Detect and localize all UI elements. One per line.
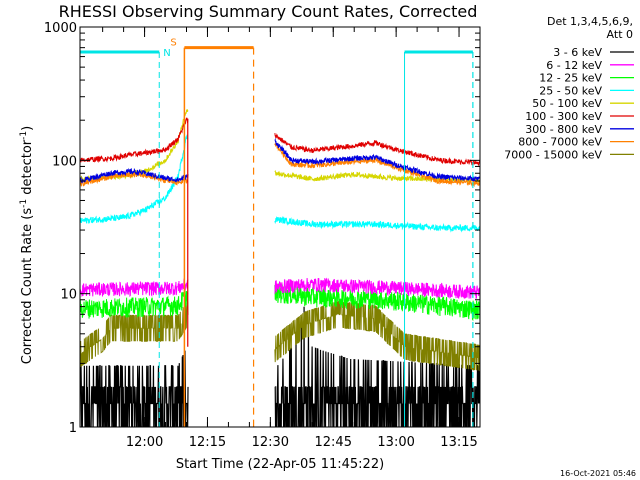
series-line-3-6-kev (80, 306, 480, 427)
y-axis-label-sup2: -1 (19, 131, 29, 140)
series-line-300-800-kev (80, 137, 480, 184)
y-axis-label-mid: detector (20, 139, 35, 199)
plot-frame (79, 26, 481, 428)
legend-label-25-50-kev: 25 - 50 keV (539, 84, 602, 97)
legend-label-300-800-kev: 300 - 800 keV (525, 123, 602, 136)
legend-label-3-6-kev: 3 - 6 keV (553, 46, 602, 59)
y-tick-label: 100 (52, 154, 77, 169)
x-tick-label: 12:15 (189, 435, 226, 450)
legend-header-line1: Det 1,3,4,5,6,9, (547, 15, 633, 28)
x-tick-label: 12:30 (252, 435, 289, 450)
series-line-6-12-kev (80, 277, 480, 300)
x-tick-label: 12:00 (126, 435, 163, 450)
series-line-7000-15000-kev (80, 300, 480, 372)
legend-header-line2: Att 0 (607, 28, 633, 41)
timestamp: 16-Oct-2021 05:46 (560, 469, 636, 478)
y-axis-label-main: Corrected Count Rate (s (20, 208, 35, 365)
y-tick-label: 1 (69, 421, 77, 436)
x-tick-label: 12:45 (315, 435, 352, 450)
y-axis-label: Corrected Count Rate (s-1 detector-1) (19, 126, 35, 364)
x-tick-label: 13:00 (377, 435, 414, 450)
plot-area: NS 1 10 100 1000 12:00 12:15 12:30 12:45 13:00 13:… (44, 21, 481, 450)
series-group (80, 109, 480, 427)
series-line-100-300-kev (80, 117, 480, 166)
legend-label-6-12-kev: 6 - 12 keV (546, 59, 602, 72)
x-axis-label: Start Time (22-Apr-05 11:45:22) (176, 457, 384, 472)
chart-title: RHESSI Observing Summary Count Rates, Co… (59, 2, 478, 21)
flag-label-n: N (163, 48, 170, 59)
x-tick-label: 13:15 (440, 435, 477, 450)
legend-label-800-7000-kev: 800 - 7000 keV (518, 136, 602, 149)
y-tick-label: 1000 (44, 21, 77, 36)
y-axis-label-sup1: -1 (19, 199, 29, 208)
legend-label-50-100-kev: 50 - 100 keV (532, 97, 602, 110)
y-tick-label: 10 (60, 288, 77, 303)
series-line-12-25-kev (80, 283, 480, 322)
flag-label-s: S (170, 38, 176, 49)
legend-label-7000-15000-kev: 7000 - 15000 keV (504, 148, 602, 161)
y-axis-label-end: ) (20, 126, 35, 131)
legend-label-12-25-kev: 12 - 25 keV (539, 72, 602, 85)
legend-label-100-300-kev: 100 - 300 keV (525, 110, 602, 123)
series-line-25-50-kev (80, 134, 480, 233)
